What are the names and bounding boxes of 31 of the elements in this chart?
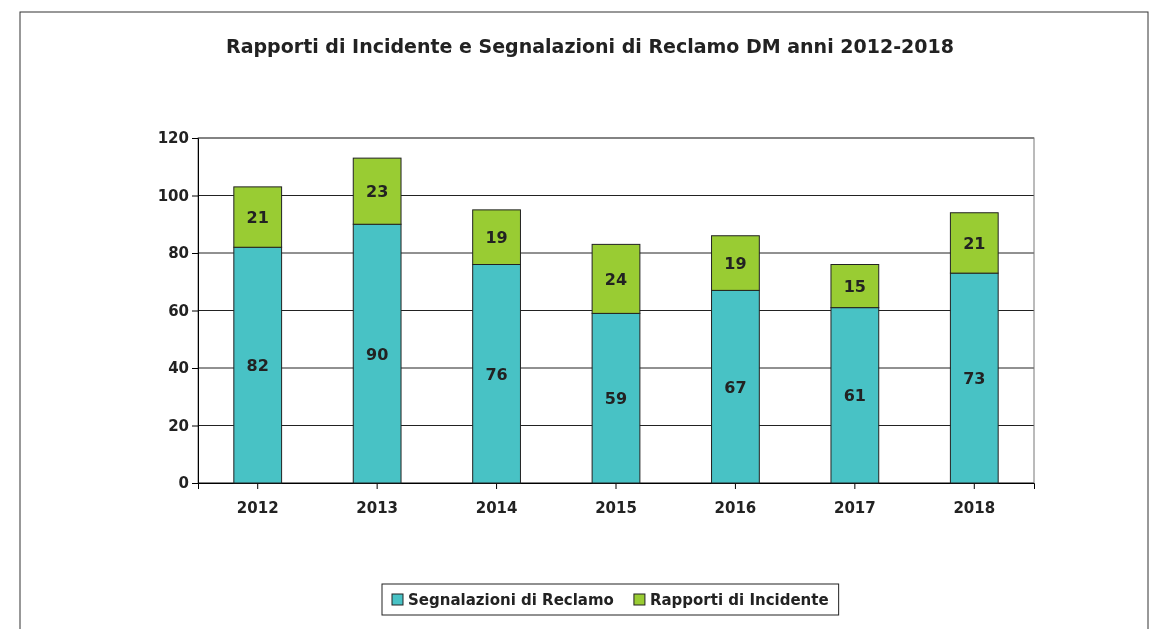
data-label: 23 [366,182,389,202]
y-tick-label: 20 [168,416,189,435]
data-label: 67 [724,377,747,397]
x-tick-label: 2015 [595,499,637,517]
data-label: 61 [843,386,866,406]
data-label: 19 [485,228,508,248]
data-label: 15 [843,277,866,297]
data-label: 90 [366,344,389,364]
data-label: 21 [963,233,986,253]
legend-label: Rapporti di Incidente [649,591,829,609]
x-tick-label: 2017 [833,499,876,517]
x-tick-label: 2012 [236,499,279,517]
data-label: 76 [485,364,508,384]
y-tick-label: 60 [168,301,189,320]
y-tick-label: 80 [168,244,189,263]
chart-title: Rapporti di Incidente e Segnalazioni di Reclamo DM anni 2012-2018 [226,35,954,57]
x-tick-label: 2018 [953,499,996,517]
y-tick-label: 100 [157,186,189,205]
y-tick-label: 40 [168,359,189,378]
x-tick-label: 2014 [475,499,518,517]
legend-label: Segnalazioni di Reclamo [408,591,614,609]
y-tick-label: 0 [178,474,189,493]
y-tick-label: 120 [157,129,189,148]
data-label: 19 [724,254,747,274]
data-label: 59 [604,389,628,409]
data-label: 24 [604,269,628,289]
data-label: 21 [246,208,269,228]
x-tick-label: 2013 [356,499,399,517]
x-tick-label: 2016 [714,499,757,517]
data-label: 82 [246,356,269,376]
data-label: 73 [963,369,986,389]
